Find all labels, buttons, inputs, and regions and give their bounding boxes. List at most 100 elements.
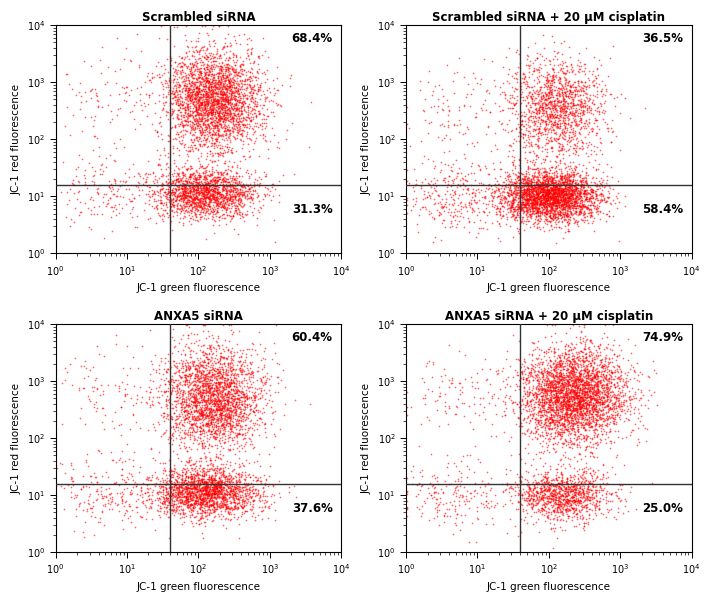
Point bbox=[190, 105, 201, 115]
Point bbox=[196, 52, 207, 62]
Point bbox=[548, 191, 560, 200]
Point bbox=[194, 390, 206, 399]
Point bbox=[220, 504, 231, 514]
Point bbox=[567, 481, 579, 491]
Point bbox=[556, 212, 567, 221]
Point bbox=[167, 473, 178, 482]
Point bbox=[531, 192, 543, 202]
Point bbox=[532, 109, 543, 119]
Point bbox=[199, 488, 210, 497]
Point bbox=[568, 409, 580, 419]
Point bbox=[574, 397, 585, 406]
Point bbox=[553, 350, 564, 359]
Point bbox=[588, 384, 600, 393]
Point bbox=[557, 459, 568, 469]
Point bbox=[170, 475, 182, 485]
Point bbox=[187, 473, 198, 483]
Point bbox=[193, 484, 204, 494]
Point bbox=[212, 71, 224, 81]
Point bbox=[233, 390, 244, 400]
Point bbox=[556, 174, 567, 183]
Point bbox=[194, 459, 205, 469]
Point bbox=[145, 502, 156, 511]
Point bbox=[188, 51, 199, 61]
Point bbox=[184, 483, 196, 493]
Point bbox=[544, 124, 555, 133]
Point bbox=[247, 390, 258, 400]
Point bbox=[194, 80, 206, 89]
Point bbox=[180, 472, 192, 482]
Point bbox=[195, 361, 206, 370]
Point bbox=[191, 469, 202, 479]
Point bbox=[539, 472, 550, 482]
Point bbox=[206, 482, 217, 491]
Point bbox=[559, 388, 570, 397]
Point bbox=[531, 185, 543, 194]
Point bbox=[177, 203, 188, 213]
Point bbox=[612, 433, 624, 443]
Point bbox=[125, 55, 136, 65]
Point bbox=[194, 87, 205, 97]
Point bbox=[551, 189, 562, 199]
Point bbox=[575, 394, 586, 404]
Point bbox=[512, 482, 523, 492]
Point bbox=[78, 374, 90, 384]
Point bbox=[197, 162, 208, 171]
Point bbox=[195, 408, 206, 418]
Point bbox=[244, 387, 255, 396]
Point bbox=[564, 421, 575, 431]
Point bbox=[219, 398, 230, 408]
Point bbox=[582, 93, 593, 103]
Point bbox=[201, 148, 213, 158]
Point bbox=[554, 371, 565, 380]
Point bbox=[232, 89, 244, 99]
Point bbox=[549, 395, 560, 405]
Point bbox=[570, 382, 581, 391]
Point bbox=[576, 374, 587, 384]
Point bbox=[534, 109, 545, 118]
Point bbox=[555, 388, 566, 398]
Point bbox=[206, 397, 218, 407]
Point bbox=[197, 408, 208, 418]
Point bbox=[156, 198, 167, 208]
Point bbox=[241, 394, 253, 404]
Point bbox=[100, 493, 112, 502]
Point bbox=[544, 187, 555, 197]
Point bbox=[242, 186, 253, 196]
Point bbox=[564, 402, 575, 411]
Point bbox=[458, 184, 469, 194]
Point bbox=[557, 92, 569, 102]
Point bbox=[147, 470, 158, 479]
Point bbox=[566, 380, 577, 390]
Text: 60.4%: 60.4% bbox=[292, 331, 333, 344]
Point bbox=[568, 376, 580, 386]
Point bbox=[254, 461, 266, 471]
Point bbox=[234, 207, 246, 217]
Point bbox=[162, 409, 173, 419]
Point bbox=[591, 471, 602, 481]
Point bbox=[524, 428, 535, 438]
Point bbox=[525, 180, 537, 189]
Point bbox=[556, 397, 567, 406]
Point bbox=[184, 479, 196, 488]
Point bbox=[197, 188, 209, 197]
Point bbox=[562, 192, 573, 202]
Point bbox=[251, 75, 262, 85]
Point bbox=[201, 500, 212, 510]
Point bbox=[266, 489, 278, 499]
Point bbox=[545, 93, 556, 103]
Point bbox=[181, 488, 192, 497]
Point bbox=[194, 92, 205, 102]
Point bbox=[197, 362, 209, 371]
Point bbox=[553, 493, 565, 503]
Point bbox=[587, 400, 599, 409]
Point bbox=[224, 418, 235, 428]
Point bbox=[547, 199, 558, 209]
Point bbox=[173, 122, 184, 131]
Point bbox=[520, 125, 531, 134]
Point bbox=[525, 367, 536, 377]
Point bbox=[231, 130, 243, 140]
Point bbox=[228, 66, 239, 75]
Point bbox=[206, 384, 217, 393]
Point bbox=[545, 404, 557, 414]
